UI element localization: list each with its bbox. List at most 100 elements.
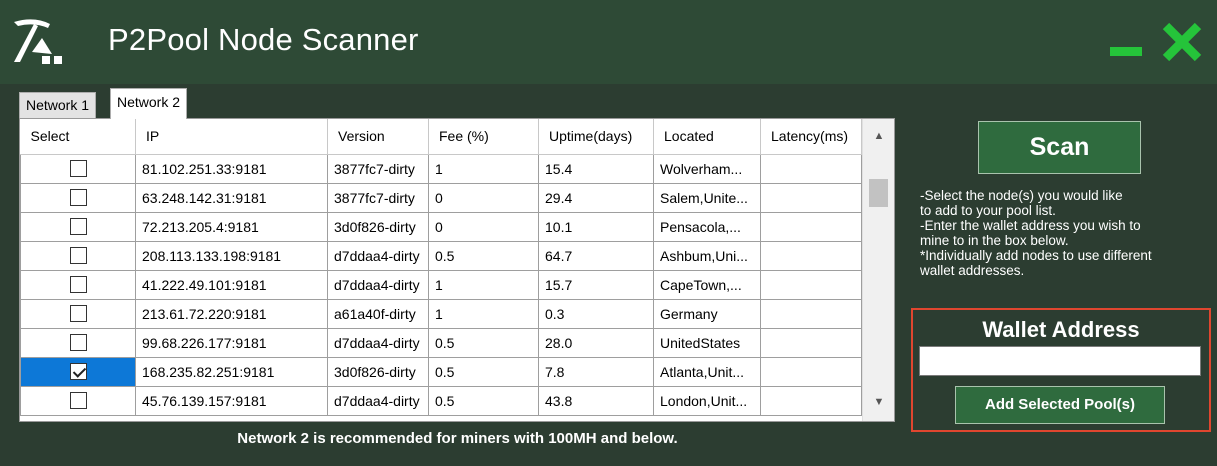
table-row[interactable]: 213.61.72.220:9181 a61a40f-dirty 1 0.3 Germa… [20,298,862,329]
ip-cell: 41.222.49.101:9181 [135,269,328,300]
tab-network-1[interactable]: Network 1 [19,92,97,118]
fee-cell: 0.5 [428,356,539,387]
uptime-cell: 0.3 [538,298,654,329]
table-row[interactable]: 99.68.226.177:9181 d7ddaa4-dirty 0.5 28.0 Un… [20,327,862,358]
scroll-down-icon[interactable]: ▼ [873,396,885,408]
col-select-header[interactable]: Select [20,119,136,155]
select-cell[interactable] [20,385,136,416]
latency-cell [760,182,862,213]
col-latency-header[interactable]: Latency(ms) [760,119,862,155]
table-row[interactable]: 81.102.251.33:9181 3877fc7-dirty 1 15.4 Wolv… [20,153,862,184]
row-checkbox[interactable] [69,363,87,381]
node-table: Select IP Version Fee (%) Uptime(days) L… [20,119,862,416]
located-cell: Pensacola,... [653,211,761,242]
instruction-line: mine to in the box below. [920,233,1069,248]
fee-cell: 1 [428,298,539,329]
latency-cell [760,153,862,184]
row-checkbox[interactable] [69,305,87,323]
uptime-cell: 15.7 [538,269,654,300]
col-version-header[interactable]: Version [327,119,429,155]
ip-cell: 72.213.205.4:9181 [135,211,328,242]
ip-cell: 208.113.133.198:9181 [135,240,328,271]
row-checkbox[interactable] [69,276,87,294]
wallet-address-panel: Wallet Address Add Selected Pool(s) [911,308,1211,432]
table-row[interactable]: 168.235.82.251:9181 3d0f826-dirty 0.5 7.8 At… [20,356,862,387]
select-cell[interactable] [20,211,136,242]
located-cell: Ashbum,Uni... [653,240,761,271]
table-row[interactable]: 41.222.49.101:9181 d7ddaa4-dirty 1 15.7 Cape… [20,269,862,300]
version-cell: a61a40f-dirty [327,298,429,329]
wallet-address-input[interactable] [919,346,1201,376]
title-bar: P2Pool Node Scanner [0,0,1217,84]
select-cell[interactable] [20,153,136,184]
version-cell: 3877fc7-dirty [327,182,429,213]
wallet-address-title: Wallet Address [982,317,1140,342]
instruction-line: wallet addresses. [920,263,1025,278]
scroll-up-icon[interactable]: ▲ [873,130,885,142]
latency-cell [760,298,862,329]
ip-cell: 81.102.251.33:9181 [135,153,328,184]
table-row[interactable]: 45.76.139.157:9181 d7ddaa4-dirty 0.5 43.8 Lo… [20,385,862,416]
col-ip-header[interactable]: IP [135,119,328,155]
select-cell[interactable] [20,356,136,387]
uptime-cell: 28.0 [538,327,654,358]
scroll-thumb[interactable] [869,179,888,207]
uptime-cell: 43.8 [538,385,654,416]
fee-cell: 1 [428,269,539,300]
version-cell: d7ddaa4-dirty [327,240,429,271]
version-cell: 3877fc7-dirty [327,153,429,184]
select-cell[interactable] [20,298,136,329]
instructions-text: -Select the node(s) you would like to ad… [920,188,1210,278]
uptime-cell: 15.4 [538,153,654,184]
version-cell: d7ddaa4-dirty [327,385,429,416]
located-cell: Salem,Unite... [653,182,761,213]
minimize-icon[interactable] [1108,22,1148,62]
close-icon[interactable] [1162,22,1202,62]
located-cell: UnitedStates [653,327,761,358]
fee-cell: 1 [428,153,539,184]
located-cell: Wolverham... [653,153,761,184]
fee-cell: 0.5 [428,385,539,416]
table-row[interactable]: 208.113.133.198:9181 d7ddaa4-dirty 0.5 64.7… [20,240,862,271]
node-table-body: 81.102.251.33:9181 3877fc7-dirty 1 15.4 Wolv… [20,153,862,416]
select-cell[interactable] [20,240,136,271]
latency-cell [760,327,862,358]
select-cell[interactable] [20,327,136,358]
table-row[interactable]: 72.213.205.4:9181 3d0f826-dirty 0 10.1 Pensa… [20,211,862,242]
version-cell: d7ddaa4-dirty [327,269,429,300]
col-located-header[interactable]: Located [653,119,761,155]
located-cell: London,Unit... [653,385,761,416]
latency-cell [760,211,862,242]
fee-cell: 0 [428,211,539,242]
node-grid: Select IP Version Fee (%) Uptime(days) L… [19,118,895,422]
col-uptime-header[interactable]: Uptime(days) [538,119,654,155]
app-title: P2Pool Node Scanner [108,22,419,57]
instruction-line: to add to your pool list. [920,203,1056,218]
instruction-line: *Individually add nodes to use different [920,248,1152,263]
uptime-cell: 7.8 [538,356,654,387]
row-checkbox[interactable] [69,189,87,207]
latency-cell [760,385,862,416]
table-row[interactable]: 63.248.142.31:9181 3877fc7-dirty 0 29.4 Sale… [20,182,862,213]
add-selected-pools-button[interactable]: Add Selected Pool(s) [955,386,1165,424]
scan-button[interactable]: Scan [978,121,1141,174]
row-checkbox[interactable] [69,247,87,265]
ip-cell: 168.235.82.251:9181 [135,356,328,387]
vertical-scrollbar[interactable]: ▲ ▼ [862,119,894,421]
row-checkbox[interactable] [69,218,87,236]
ip-cell: 63.248.142.31:9181 [135,182,328,213]
row-checkbox[interactable] [69,160,87,178]
uptime-cell: 29.4 [538,182,654,213]
pickaxe-logo-icon [14,19,62,64]
tab-network-2[interactable]: Network 2 [110,88,188,119]
row-checkbox[interactable] [69,334,87,352]
ip-cell: 213.61.72.220:9181 [135,298,328,329]
latency-cell [760,240,862,271]
col-fee-header[interactable]: Fee (%) [428,119,539,155]
instruction-line: -Select the node(s) you would like [920,188,1123,203]
select-cell[interactable] [20,269,136,300]
row-checkbox[interactable] [69,392,87,410]
fee-cell: 0 [428,182,539,213]
latency-cell [760,356,862,387]
select-cell[interactable] [20,182,136,213]
